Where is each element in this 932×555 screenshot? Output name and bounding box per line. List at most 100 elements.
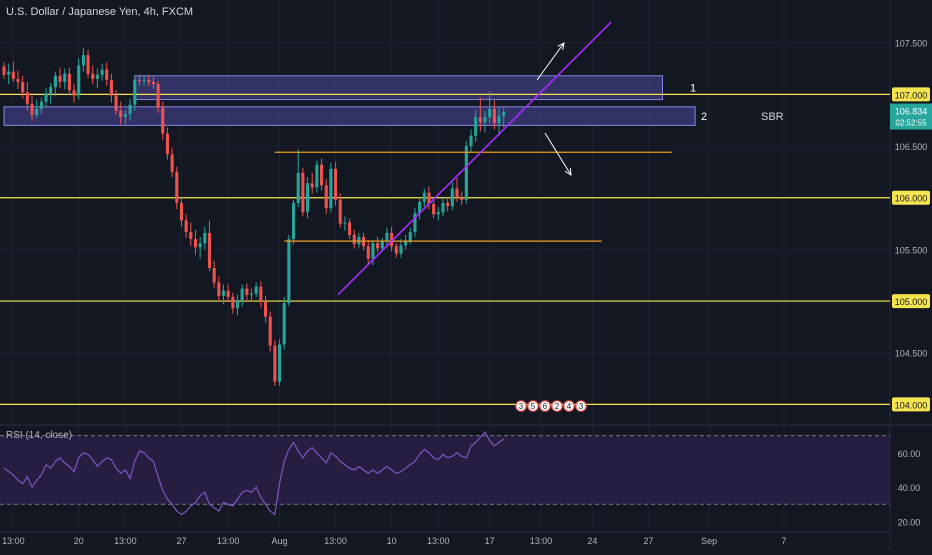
- price-tick-label: 106.500: [895, 142, 928, 152]
- axes: 107.500 107.000 106.500 106.000 105.500 105.0…: [2, 39, 932, 546]
- candle: [128, 104, 132, 115]
- candle: [16, 78, 20, 82]
- time-tick-label: 7: [781, 536, 786, 546]
- candle: [497, 116, 501, 124]
- arrow-down: [544, 132, 572, 176]
- price-label: 106.000: [895, 194, 928, 204]
- candle: [161, 107, 165, 134]
- candle: [348, 222, 352, 235]
- candle: [446, 202, 450, 206]
- candle: [21, 82, 25, 93]
- candle: [291, 202, 296, 240]
- zone-1: [134, 75, 663, 101]
- rsi-tick-label: 40.00: [898, 483, 921, 493]
- candle: [39, 101, 43, 109]
- time-tick-label: 13:00: [114, 536, 137, 546]
- candle: [432, 203, 436, 215]
- candle: [315, 164, 319, 188]
- price-label-bg: [892, 397, 930, 412]
- candle: [334, 168, 338, 200]
- candle: [235, 300, 240, 309]
- time-tick-label: Aug: [272, 536, 288, 546]
- candle: [67, 73, 71, 91]
- candle: [77, 65, 81, 96]
- candle: [114, 95, 118, 111]
- candle: [492, 108, 496, 124]
- candle: [502, 111, 506, 117]
- arrow-up-head: [557, 42, 565, 50]
- time-tick-label: 27: [643, 536, 653, 546]
- candle: [105, 69, 109, 80]
- price-label: 107.000: [895, 90, 928, 100]
- rsi-tick-label: 20.00: [898, 517, 921, 527]
- candle: [450, 188, 454, 206]
- time-tick-label: 13:00: [2, 536, 25, 546]
- candle: [207, 232, 212, 268]
- candle: [478, 117, 482, 123]
- price-label-bg: [892, 87, 930, 102]
- candle: [455, 188, 459, 198]
- candle: [413, 213, 417, 232]
- candle: [184, 220, 188, 232]
- price-label-bg: [892, 294, 930, 309]
- candle: [422, 192, 426, 202]
- candle: [133, 79, 137, 105]
- rsi-pane: [0, 431, 890, 516]
- time-tick-label: 13:00: [427, 536, 450, 546]
- event-marker-label: 5: [531, 402, 536, 411]
- time-tick-label: 13:00: [324, 536, 347, 546]
- candle: [254, 286, 258, 294]
- candle: [329, 168, 333, 209]
- current-price-countdown: 02:52:55: [895, 119, 927, 128]
- candle: [58, 75, 62, 82]
- chart-title: U.S. Dollar / Japanese Yen, 4h, FXCM: [6, 6, 194, 18]
- candle: [147, 79, 151, 82]
- candle: [123, 114, 127, 118]
- candle: [352, 234, 356, 245]
- candle: [189, 231, 193, 240]
- candle: [324, 185, 328, 209]
- price-tick-label: 105.500: [895, 245, 928, 255]
- candle: [7, 71, 11, 75]
- candle: [460, 197, 464, 200]
- candle: [53, 75, 57, 88]
- candle: [263, 301, 268, 317]
- candle: [203, 232, 207, 244]
- event-marker: [551, 400, 563, 412]
- zone-2-label: 2: [701, 111, 707, 123]
- current-price-tag: [890, 103, 932, 130]
- candles: [2, 47, 506, 386]
- candle: [464, 146, 468, 200]
- candle: [249, 293, 254, 295]
- event-marker-label: 6: [543, 402, 548, 411]
- trendline: [337, 21, 612, 296]
- candle: [296, 172, 300, 203]
- zone-2: [3, 106, 696, 126]
- candle: [212, 268, 216, 283]
- candle: [343, 222, 347, 224]
- current-price-value: 106.834: [895, 107, 928, 117]
- candle: [268, 316, 272, 346]
- event-marker-label: 2: [555, 402, 560, 411]
- candle: [474, 117, 478, 136]
- candle: [394, 246, 398, 254]
- price-label-bg: [892, 190, 930, 205]
- candle: [427, 192, 431, 204]
- candle: [109, 79, 113, 96]
- candle: [179, 202, 184, 221]
- candle: [95, 74, 99, 79]
- rsi-tick-label: 60.00: [898, 449, 921, 459]
- candle: [81, 55, 85, 66]
- candle: [49, 87, 53, 94]
- candle: [217, 282, 221, 296]
- candle: [404, 241, 408, 246]
- time-tick-label: 13:00: [530, 536, 553, 546]
- candle: [436, 212, 440, 215]
- candle: [385, 232, 389, 242]
- candle: [408, 231, 412, 242]
- candle: [165, 133, 169, 155]
- candle: [483, 117, 487, 123]
- candle: [287, 239, 291, 304]
